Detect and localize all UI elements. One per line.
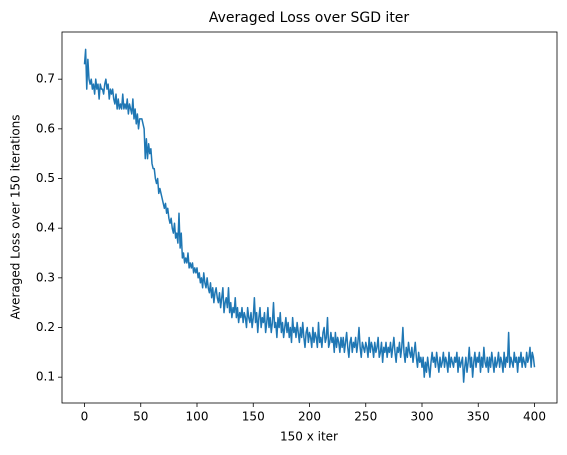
y-axis-label: Averaged Loss over 150 iterations [9, 114, 23, 319]
x-tick-label: 350 [467, 410, 490, 424]
x-tick-label: 250 [354, 410, 377, 424]
x-tick-label: 200 [298, 410, 321, 424]
x-tick-label: 0 [81, 410, 89, 424]
x-tick-label: 150 [242, 410, 265, 424]
y-tick-label: 0.5 [36, 171, 55, 185]
y-tick-label: 0.1 [36, 370, 55, 384]
chart-title: Averaged Loss over SGD iter [209, 10, 410, 26]
y-tick-label: 0.4 [36, 221, 55, 235]
x-axis-label: 150 x iter [280, 430, 338, 444]
x-tick-label: 100 [186, 410, 209, 424]
y-tick-label: 0.7 [36, 72, 55, 86]
y-tick-label: 0.2 [36, 320, 55, 334]
plot-frame [61, 31, 558, 404]
y-tick-label: 0.6 [36, 121, 55, 135]
line [83, 48, 536, 383]
x-tick-label: 400 [523, 410, 546, 424]
y-tick-label: 0.3 [36, 270, 55, 284]
x-tick-label: 50 [133, 410, 148, 424]
x-tick-label: 300 [411, 410, 434, 424]
